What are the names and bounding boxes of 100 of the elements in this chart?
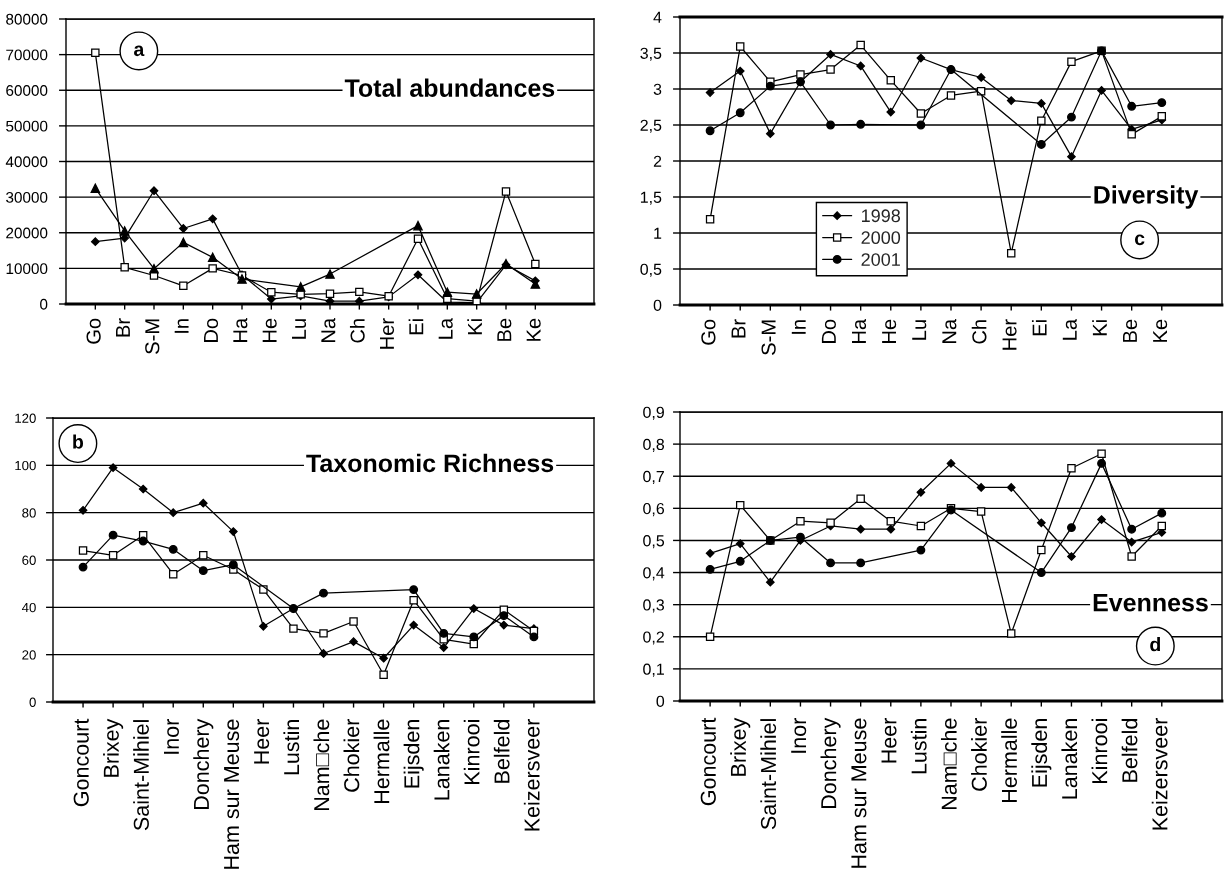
legend-label: 1998 <box>862 209 901 223</box>
x-tick-label: In <box>791 320 806 334</box>
text: Evenness <box>1093 594 1208 612</box>
y-tick-label: 60 <box>22 555 36 565</box>
x-tick-label: Inor <box>791 718 807 753</box>
y-tick-label: 2,5 <box>640 119 662 133</box>
x-tick-label: Her <box>1002 319 1017 350</box>
y-tick-label: 0,4 <box>643 567 665 581</box>
legend-label: 2001 <box>861 253 900 266</box>
x-tick-label: Belfeld <box>493 720 510 783</box>
x-tick-label: Hermalle <box>373 719 390 804</box>
y-tick-label: 0,7 <box>643 470 664 485</box>
y-tick-label: 60000 <box>6 85 48 96</box>
y-tick-label: 10000 <box>6 263 48 275</box>
y-tick-label: 0,5 <box>643 535 665 549</box>
y-tick-label: 80 <box>22 508 36 518</box>
y-tick-label: 1 <box>654 227 662 239</box>
y-tick-label: 20 <box>22 650 36 660</box>
y-tick-label: 4 <box>653 11 662 23</box>
x-tick-label: He <box>882 319 897 343</box>
y-tick-label: 70000 <box>6 49 48 61</box>
x-tick-label: Ei <box>408 319 424 335</box>
x-tick-label: Keizersveer <box>1151 718 1168 830</box>
x-tick-label: Lustin <box>283 720 300 775</box>
y-tick-label: 1,5 <box>640 191 662 205</box>
x-tick-label: La <box>1062 318 1077 340</box>
x-tick-label: Lu <box>912 320 927 340</box>
x-tick-label: S-M <box>761 320 776 355</box>
y-tick-label: 0,9 <box>643 406 664 420</box>
y-tick-label: 0 <box>653 299 662 311</box>
x-tick-label: Heer <box>881 718 897 763</box>
x-tick-label: Saint-Mihiel <box>760 719 777 830</box>
y-tick-label: 0,3 <box>643 599 665 613</box>
y-tick-label: 0 <box>29 697 36 707</box>
annotation: a <box>134 45 145 57</box>
y-tick-label: 20000 <box>6 227 48 239</box>
x-tick-label: Keizersveer <box>523 719 540 831</box>
x-tick-label: Donchery <box>193 718 214 810</box>
x-tick-label: Ki <box>1092 320 1107 336</box>
x-tick-label: Eijsden <box>1031 719 1052 787</box>
annotation: c <box>1134 234 1145 246</box>
x-tick-label: Inor <box>163 719 179 754</box>
x-tick-label: Be <box>1123 319 1138 342</box>
y-tick-label: 0 <box>40 298 48 310</box>
x-tick-label: Goncourt <box>700 717 716 806</box>
y-tick-label: 0,1 <box>643 663 664 677</box>
x-tick-label: Ham sur Meuse <box>224 719 240 869</box>
x-tick-label: Ha <box>233 317 248 342</box>
y-tick-label: 3,5 <box>640 47 662 61</box>
x-tick-label: Br <box>731 319 746 338</box>
x-tick-label: Heer <box>254 719 270 764</box>
x-tick-label: Brixey <box>730 717 751 776</box>
x-tick-label: Hermalle <box>1001 718 1017 803</box>
x-tick-label: Donchery <box>820 717 841 809</box>
annotation: b <box>73 434 84 449</box>
x-tick-label: Kinrooi <box>463 720 480 784</box>
text: Total abundances <box>344 78 555 97</box>
y-tick-label: 0,8 <box>643 438 665 452</box>
y-tick-label: 3 <box>653 83 662 95</box>
x-tick-label: Eijsden <box>403 720 424 788</box>
text: Taxonomic Richness <box>306 453 554 473</box>
y-tick-label: 0,5 <box>640 263 662 277</box>
x-tick-label: Ki <box>467 319 482 335</box>
y-tick-label: 40000 <box>5 156 48 168</box>
x-tick-label: Ch <box>349 319 365 343</box>
annotation: d <box>1150 637 1160 652</box>
x-tick-label: Do <box>821 319 836 343</box>
x-tick-label: Nam□che <box>313 719 330 811</box>
y-tick-label: 0,6 <box>643 502 665 517</box>
x-tick-label: Ha <box>852 318 867 343</box>
y-tick-label: 100 <box>15 460 36 471</box>
x-tick-label: Na <box>321 317 336 342</box>
x-tick-label: Na <box>942 318 957 343</box>
x-tick-label: Do <box>204 318 219 342</box>
x-tick-label: Go <box>701 319 716 345</box>
x-tick-label: Belfeld <box>1121 719 1138 782</box>
text: Diversity <box>1094 185 1199 209</box>
x-tick-label: La <box>438 317 453 339</box>
x-tick-label: He <box>262 318 277 342</box>
x-tick-label: Go <box>86 318 101 344</box>
y-tick-label: 2 <box>653 155 662 167</box>
x-tick-label: Goncourt <box>73 718 89 807</box>
x-tick-label: Saint-Mihiel <box>133 720 149 831</box>
x-tick-label: Lanaken <box>1061 719 1078 799</box>
y-tick-label: 120 <box>15 413 36 423</box>
x-tick-label: Be <box>497 318 512 341</box>
x-tick-label: Brixey <box>103 718 124 777</box>
y-tick-label: 0 <box>656 695 665 707</box>
x-tick-label: Ei <box>1031 320 1047 336</box>
x-tick-label: Kinrooi <box>1091 719 1108 783</box>
x-tick-label: In <box>174 319 189 333</box>
y-tick-label: 50000 <box>6 120 48 132</box>
x-tick-label: Ch <box>971 320 987 344</box>
x-tick-label: S-M <box>145 319 160 354</box>
y-tick-label: 40 <box>21 602 36 613</box>
x-tick-label: Br <box>116 318 130 337</box>
y-tick-label: 80000 <box>6 13 48 25</box>
x-tick-label: Chokier <box>971 718 987 791</box>
x-tick-label: Lanaken <box>433 720 450 800</box>
legend-label: 2000 <box>861 231 901 245</box>
